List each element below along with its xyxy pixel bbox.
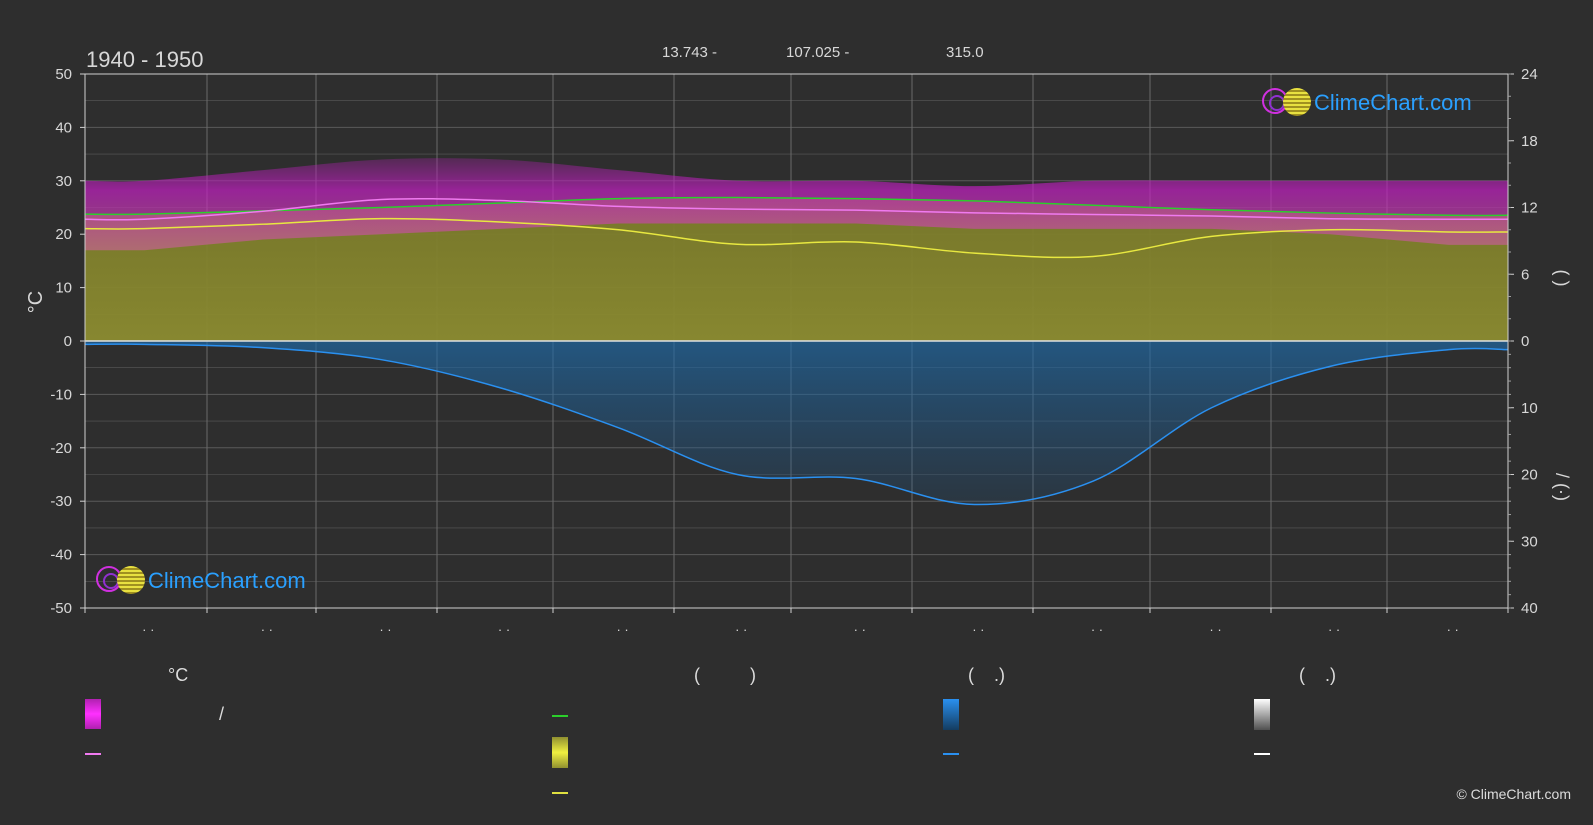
sunshine-line (84, 217, 1509, 259)
y-tick-right-upper: 12 (1521, 200, 1538, 217)
logo-sun-icon (1283, 88, 1311, 116)
y-tick-right-upper: 0 (1521, 333, 1529, 350)
y-tick-right-lower: 30 (1521, 533, 1538, 550)
y-tick-right-lower: 20 (1521, 467, 1538, 484)
x-tick-label: · · (1447, 622, 1459, 637)
y-axis-right-upper-label: ( ) (1552, 270, 1572, 287)
y-tick-right-upper: 18 (1521, 133, 1538, 150)
x-tick-label: · · (854, 622, 866, 637)
y-tick-right-lower: 10 (1521, 400, 1538, 417)
data-lines (84, 196, 1509, 506)
x-tick-label: · · (972, 622, 984, 637)
daylight-line (84, 196, 1509, 217)
y-tick-right-upper: 6 (1521, 266, 1529, 283)
logo-text: ClimeChart.com (148, 568, 306, 593)
y-tick-right-lower: 40 (1521, 600, 1538, 617)
sunshine-area (85, 197, 1508, 341)
legend-col1-item1-sep: / (219, 704, 225, 724)
x-tick-label: · · (1091, 622, 1103, 637)
y-axis-left-label: °C (25, 291, 47, 313)
legend-swatch-temp-range (85, 699, 101, 729)
legend-swatch-snow (1254, 699, 1270, 730)
precipitation-line (84, 343, 1509, 506)
y-tick-left: 10 (55, 280, 72, 297)
avg-temp-line (84, 197, 1509, 221)
header-stat-2: 107.025 - (786, 44, 849, 61)
legend-swatch-sunshine (552, 737, 568, 768)
logo-sun-icon (117, 566, 145, 594)
x-tick-label: · · (142, 622, 154, 637)
y-tick-left: 50 (55, 66, 72, 83)
x-tick-label: · · (616, 622, 628, 637)
header-stat-3: 315.0 (946, 44, 984, 61)
legend-col3-title: ( .) (968, 665, 1005, 685)
y-tick-left: -10 (50, 386, 72, 403)
x-tick-label: · · (735, 622, 747, 637)
logo-text: ClimeChart.com (1314, 90, 1472, 115)
tick-labels: 50 40 30 20 10 0 -10 -20 -30 -40 -50 24 18 12 6 0 10 20 30… (50, 66, 1537, 637)
copyright-text: © ClimeChart.com (1456, 786, 1571, 802)
axes (80, 73, 1514, 613)
legend-col4-title: ( .) (1299, 665, 1336, 685)
x-tick-label: · · (1328, 622, 1340, 637)
x-tick-label: · · (379, 622, 391, 637)
legend-col2-title: ( ) (694, 665, 756, 685)
y-axis-right-lower-label: / (·) (1552, 473, 1572, 501)
y-tick-left: -20 (50, 440, 72, 457)
y-tick-left: 20 (55, 226, 72, 243)
y-tick-left: -30 (50, 493, 72, 510)
header-stat-1: 13.743 - (662, 44, 717, 61)
y-tick-left: 0 (64, 333, 72, 350)
temperature-range-band (85, 158, 1508, 251)
y-tick-left: -40 (50, 547, 72, 564)
period-title: 1940 - 1950 (86, 47, 203, 72)
x-tick-label: · · (261, 622, 273, 637)
legend-swatch-rain (943, 699, 959, 730)
x-tick-label: · · (1209, 622, 1221, 637)
y-tick-right-upper: 24 (1521, 66, 1538, 83)
legend-col1-title: °C (168, 665, 189, 685)
x-tick-label: · · (498, 622, 510, 637)
precipitation-area (85, 341, 1508, 505)
data-areas (85, 158, 1508, 505)
y-tick-left: 40 (55, 119, 72, 136)
y-tick-left: -50 (50, 600, 72, 617)
y-tick-left: 30 (55, 173, 72, 190)
